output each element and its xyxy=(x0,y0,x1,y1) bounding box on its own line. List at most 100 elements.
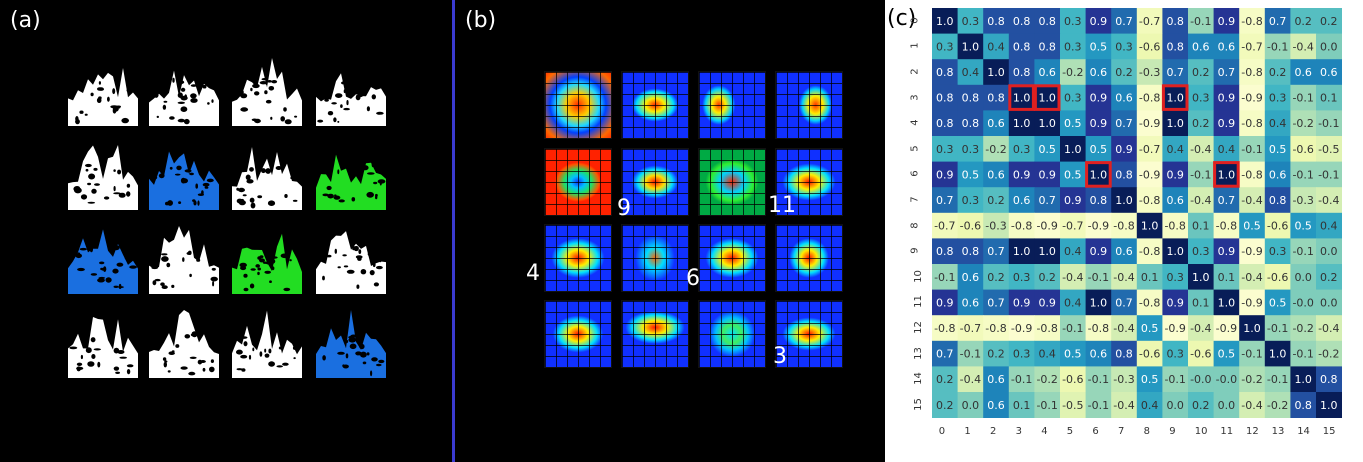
highlight-box xyxy=(1008,84,1035,111)
heatmap-cell xyxy=(1264,289,1291,316)
heatmap-cell-label: 0.3 xyxy=(1064,92,1082,105)
feature-map-grid-lines xyxy=(776,301,842,367)
heatmap-cell xyxy=(1008,136,1035,163)
heatmap-cell-label: 0.1 xyxy=(1192,296,1210,309)
silhouette-0-2 xyxy=(232,58,302,126)
heatmap-cell xyxy=(1008,238,1035,265)
heatmap-cell xyxy=(1290,264,1317,291)
feature-map-grid-lines xyxy=(622,225,688,291)
heatmap-cell-label: 0.2 xyxy=(987,348,1005,361)
heatmap-cell-label: 1.0 xyxy=(1038,92,1056,105)
heatmap-cell xyxy=(1316,212,1342,239)
heatmap-cell xyxy=(983,59,1010,86)
heatmap-cell xyxy=(1034,392,1061,418)
heatmap-cell xyxy=(1213,187,1240,214)
heatmap-cell xyxy=(1085,315,1112,342)
heatmap-cell-label: -0.0 xyxy=(1190,373,1211,386)
heatmap-cell-label: 1.0 xyxy=(962,40,980,53)
heatmap-cell-label: -0.4 xyxy=(1190,143,1211,156)
heatmap-cell-label: 0.5 xyxy=(1141,322,1159,335)
feature-map-number-3: 3 xyxy=(773,344,787,369)
heatmap-cell-label: 0.8 xyxy=(1090,194,1108,207)
heatmap-cell xyxy=(1290,289,1317,316)
feature-map-grid-lines xyxy=(699,301,765,367)
heatmap-cell xyxy=(1290,84,1317,111)
heatmap-cell xyxy=(1316,84,1342,111)
heatmap-cell xyxy=(1136,84,1163,111)
heatmap-cell-label: 0.3 xyxy=(1269,92,1287,105)
heatmap-cell xyxy=(1188,289,1215,316)
heatmap-cell xyxy=(1213,212,1240,239)
heatmap-cell xyxy=(1008,161,1035,188)
heatmap-cell xyxy=(1290,161,1317,188)
heatmap-cell-label: -0.4 xyxy=(1292,40,1313,53)
heatmap-cell-label: -0.8 xyxy=(1216,220,1237,233)
heatmap-cell-label: 0.6 xyxy=(1218,40,1236,53)
heatmap-cell xyxy=(1188,187,1215,214)
feature-map-2-3 xyxy=(775,224,843,292)
feature-map-number-4: 4 xyxy=(526,261,540,286)
heatmap-cell-label: 0.5 xyxy=(1090,40,1108,53)
heatmap-cell-label: 0.8 xyxy=(1166,15,1184,28)
heatmap-cell xyxy=(1188,136,1215,163)
heatmap-cell-label: 0.7 xyxy=(987,296,1005,309)
heatmap-cell-label: 0.4 xyxy=(1038,348,1056,361)
heatmap-cell-label: 0.0 xyxy=(1166,399,1184,412)
heatmap-cell xyxy=(932,238,959,265)
heatmap-cell-label: 0.4 xyxy=(1269,117,1287,130)
silhouette-0-0 xyxy=(68,68,138,126)
heatmap-cell xyxy=(1264,161,1291,188)
feature-map-number-6: 6 xyxy=(686,266,700,291)
heatmap-cell-label: -0.1 xyxy=(960,348,981,361)
heatmap-cell-label: 0.3 xyxy=(1064,40,1082,53)
y-tick-label: 4 xyxy=(909,119,921,126)
heatmap-cell-label: 0.4 xyxy=(1320,220,1338,233)
heatmap-cell-label: -0.0 xyxy=(1292,296,1313,309)
heatmap-cell xyxy=(957,212,984,239)
feature-map-0-1 xyxy=(621,71,689,139)
heatmap-cell-label: 1.0 xyxy=(1064,143,1082,156)
heatmap-cell xyxy=(932,187,959,214)
heatmap-cell-label: -0.7 xyxy=(1062,220,1083,233)
heatmap-cell-label: 0.6 xyxy=(987,373,1005,386)
heatmap-cell xyxy=(1290,136,1317,163)
heatmap-cell-label: 0.2 xyxy=(987,271,1005,284)
heatmap-cell-label: 0.6 xyxy=(1269,168,1287,181)
heatmap-cell xyxy=(1060,161,1087,188)
heatmap-cell-label: -0.8 xyxy=(985,322,1006,335)
heatmap-cell xyxy=(957,366,984,393)
heatmap-cell-label: 0.6 xyxy=(1013,194,1031,207)
silhouette-2-1 xyxy=(149,226,219,294)
y-tick-label: 6 xyxy=(909,170,921,178)
heatmap-cell-label: 0.2 xyxy=(1294,15,1312,28)
x-tick-label: 2 xyxy=(990,425,997,437)
heatmap-cell xyxy=(1316,289,1342,316)
heatmap-cell-label: 0.1 xyxy=(1013,399,1031,412)
heatmap-cell xyxy=(1034,8,1061,35)
heatmap-cell xyxy=(1290,315,1317,342)
feature-map-0-2 xyxy=(698,71,766,139)
heatmap-cell-label: 0.0 xyxy=(962,399,980,412)
heatmap-cell xyxy=(1162,187,1189,214)
heatmap-cell xyxy=(983,340,1010,367)
heatmap-cell-label: 0.8 xyxy=(1166,40,1184,53)
heatmap-cell xyxy=(1034,366,1061,393)
heatmap-cell xyxy=(932,340,959,367)
heatmap-cell-label: 0.2 xyxy=(1192,117,1210,130)
heatmap-cell-label: -0.1 xyxy=(1292,245,1313,258)
heatmap-cell xyxy=(1085,212,1112,239)
heatmap-cell-label: -0.2 xyxy=(1036,373,1057,386)
heatmap-cell xyxy=(1136,8,1163,35)
heatmap-cell-label: 0.3 xyxy=(962,143,980,156)
heatmap-cell xyxy=(1188,161,1215,188)
heatmap-cell xyxy=(932,84,959,111)
heatmap-cell-label: 0.3 xyxy=(936,40,954,53)
heatmap-cell-label: 0.5 xyxy=(1090,143,1108,156)
heatmap-cell-label: 0.8 xyxy=(987,15,1005,28)
y-tick-label: 8 xyxy=(909,221,921,229)
heatmap-cell-label: 0.6 xyxy=(962,296,980,309)
heatmap-cell xyxy=(1188,366,1215,393)
heatmap-cell-label: -0.4 xyxy=(1241,399,1262,412)
heatmap-cell xyxy=(1162,136,1189,163)
heatmap-cell xyxy=(932,212,959,239)
